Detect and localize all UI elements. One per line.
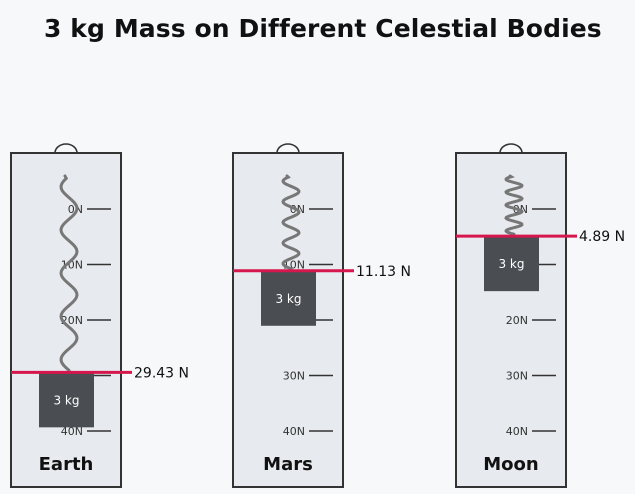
force-reading: 11.13 N (356, 264, 411, 280)
force-reading: 4.89 N (579, 229, 625, 245)
mass-block (484, 236, 539, 292)
spring-coil (281, 174, 301, 271)
page-title: 3 kg Mass on Different Celestial Bodies (44, 14, 602, 43)
scale-tick-label: 10N (61, 259, 83, 272)
mass-block (39, 372, 94, 428)
scale-tick-label: 30N (506, 370, 528, 383)
scale-tick-label: 40N (283, 425, 305, 438)
hook-icon (276, 143, 300, 154)
body-name: Moon (483, 454, 538, 475)
spring-coil (504, 174, 524, 236)
mass-label: 3 kg (275, 292, 301, 306)
body-name: Mars (263, 454, 313, 475)
hook-icon (54, 143, 78, 154)
hook-icon (499, 143, 523, 154)
mass-label: 3 kg (53, 393, 79, 407)
body-name: Earth (39, 454, 94, 475)
scale-tick-label: 30N (283, 370, 305, 383)
mass-label: 3 kg (498, 257, 524, 271)
force-reading: 29.43 N (134, 365, 189, 381)
scale-tick-label: 20N (506, 314, 528, 327)
mass-block (261, 270, 316, 326)
spring-coil (59, 174, 79, 372)
scale-tick-label: 40N (61, 425, 83, 438)
scale-tick-label: 40N (506, 425, 528, 438)
